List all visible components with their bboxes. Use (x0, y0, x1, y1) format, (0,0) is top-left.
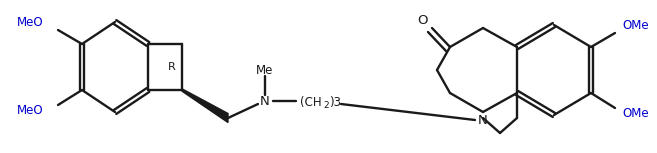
Text: )3: )3 (329, 95, 341, 108)
Text: (CH: (CH (300, 95, 322, 108)
Text: MeO: MeO (16, 15, 43, 28)
Text: OMe: OMe (623, 19, 649, 32)
Text: OMe: OMe (623, 106, 649, 119)
Text: MeO: MeO (16, 103, 43, 116)
Text: Me: Me (256, 63, 274, 76)
Text: O: O (417, 13, 427, 26)
Text: 2: 2 (323, 101, 328, 110)
Text: R: R (168, 62, 176, 72)
Polygon shape (182, 89, 228, 123)
Text: N: N (478, 114, 488, 127)
Text: N: N (260, 95, 270, 108)
